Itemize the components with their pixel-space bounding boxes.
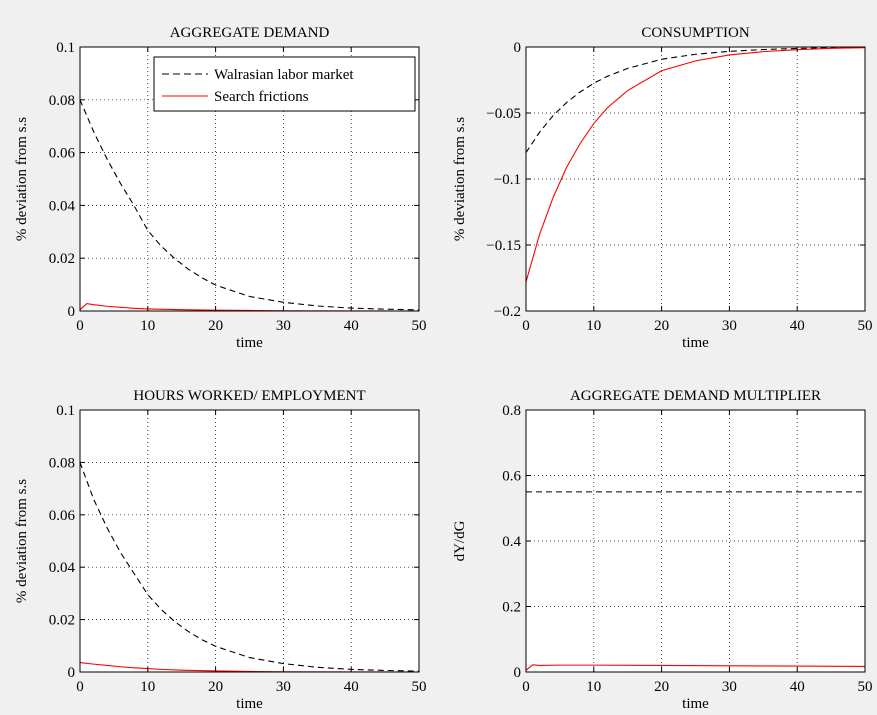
series-line-search-frictions: [525, 47, 866, 283]
y-tick-label: 0: [68, 304, 76, 320]
y-axis-label: dY/dG: [452, 520, 468, 561]
chart-title: CONSUMPTION: [641, 25, 750, 41]
x-axis-label: time: [682, 335, 709, 351]
y-tick-label: 0.2: [502, 600, 521, 616]
x-tick-label: 0: [522, 679, 530, 695]
legend: Walrasian labor market Search frictions: [153, 56, 416, 112]
x-tick-label: 40: [344, 679, 359, 695]
y-tick-label: 0.8: [502, 403, 521, 419]
x-tick-label: 40: [344, 318, 359, 334]
x-tick-label: 0: [76, 318, 84, 334]
y-tick-label: 0.02: [49, 251, 75, 267]
axes-box: [79, 46, 420, 312]
x-tick-label: 50: [858, 318, 873, 334]
y-tick-label: 0: [68, 665, 76, 681]
y-tick-label: 0.08: [49, 455, 75, 471]
chart-title: AGGREGATE DEMAND MULTIPLIER: [570, 388, 821, 404]
x-tick-label: 0: [76, 679, 84, 695]
x-tick-label: 30: [722, 318, 737, 334]
series-line-walrasian: [79, 99, 420, 311]
y-tick-label: 0.04: [49, 560, 76, 576]
legend-label: Walrasian labor market: [214, 67, 354, 83]
y-tick-label: 0.1: [56, 40, 75, 56]
chart-1: 0 10 20 30 40 50 0 0.02 0.04 0.06 0.08 0.1 AGGREGATE…: [14, 25, 427, 351]
y-tick-label: 0.02: [49, 613, 75, 629]
y-tick-label: 0: [514, 40, 522, 56]
x-tick-label: 10: [140, 318, 155, 334]
x-tick-label: 40: [790, 679, 805, 695]
x-tick-label: 50: [858, 679, 873, 695]
legend-box: [153, 56, 416, 112]
series-line-walrasian: [79, 462, 420, 672]
x-tick-label: 10: [586, 679, 601, 695]
x-axis-label: time: [682, 696, 709, 712]
chart-title: AGGREGATE DEMAND: [170, 25, 330, 41]
y-tick-label: −0.2: [494, 304, 521, 320]
chart-4: 0 10 20 30 40 50 0 0.2 0.4 0.6 0.8 AGGREGATE DEMAND…: [452, 388, 873, 712]
y-axis-label: % deviation from s.s: [14, 479, 30, 603]
y-tick-label: 0.06: [49, 508, 76, 524]
y-tick-label: −0.05: [486, 106, 521, 122]
x-tick-label: 10: [140, 679, 155, 695]
x-tick-label: 30: [276, 679, 291, 695]
x-tick-label: 20: [654, 679, 669, 695]
axes-box: [79, 409, 420, 673]
x-tick-label: 10: [586, 318, 601, 334]
x-tick-label: 20: [208, 318, 223, 334]
chart-3: 0 10 20 30 40 50 0 0.02 0.04 0.06 0.08 0.1 HOURS WOR…: [14, 388, 427, 712]
x-tick-label: 20: [208, 679, 223, 695]
y-tick-label: −0.1: [494, 172, 521, 188]
plot-area: [80, 410, 419, 672]
x-axis-label: time: [236, 696, 263, 712]
y-tick-label: −0.15: [486, 238, 521, 254]
y-axis-label: % deviation from s.s: [14, 117, 30, 241]
x-tick-label: 50: [412, 679, 427, 695]
y-tick-label: 0.06: [49, 146, 76, 162]
x-tick-label: 30: [276, 318, 291, 334]
x-tick-label: 0: [522, 318, 530, 334]
x-axis-label: time: [236, 335, 263, 351]
chart-title: HOURS WORKED/ EMPLOYMENT: [133, 388, 365, 404]
y-axis-label: % deviation from s.s: [452, 117, 468, 241]
x-tick-label: 30: [722, 679, 737, 695]
x-tick-label: 50: [412, 318, 427, 334]
y-tick-label: 0.08: [49, 93, 75, 109]
y-tick-label: 0.1: [56, 403, 75, 419]
y-tick-label: 0.4: [502, 534, 521, 550]
y-tick-label: 0.04: [49, 198, 76, 214]
y-tick-label: 0.6: [502, 469, 521, 485]
x-tick-label: 20: [654, 318, 669, 334]
series-line-search-frictions: [525, 664, 866, 671]
series-line-walrasian: [525, 46, 866, 153]
y-tick-label: 0: [514, 665, 522, 681]
legend-label: Search frictions: [214, 89, 309, 105]
x-tick-label: 40: [790, 318, 805, 334]
chart-2: 0 10 20 30 40 50 −0.2 −0.15 −0.1 −0.05 0 CONSUMPTIO…: [452, 25, 873, 351]
